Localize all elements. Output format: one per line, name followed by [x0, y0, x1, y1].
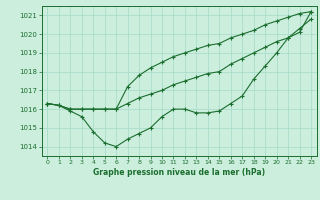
X-axis label: Graphe pression niveau de la mer (hPa): Graphe pression niveau de la mer (hPa) [93, 168, 265, 177]
